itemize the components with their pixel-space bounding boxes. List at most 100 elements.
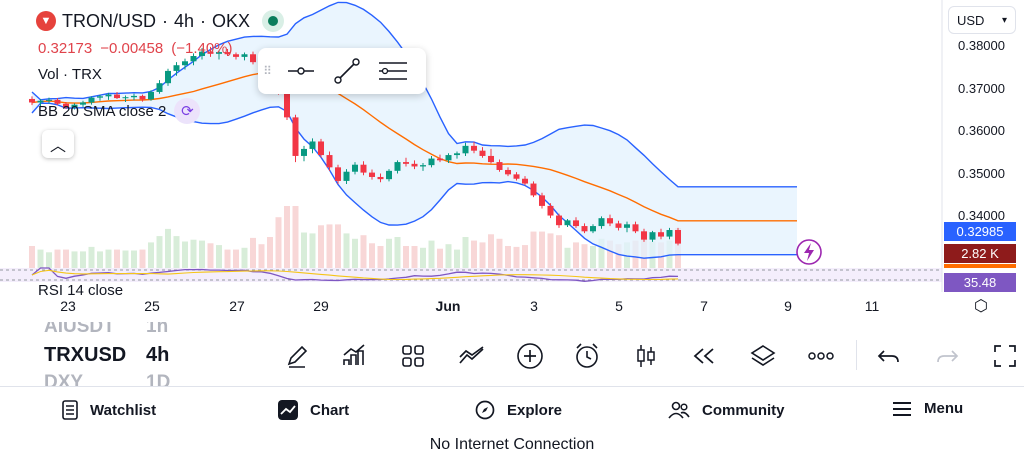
candle-body (394, 162, 401, 171)
alert-button[interactable] (572, 341, 602, 371)
candle-body (411, 163, 418, 167)
drawing-tools-button[interactable] (282, 341, 312, 371)
bottom-navigation: Watchlist Chart Explore Community Menu (0, 390, 1024, 430)
symbol-header[interactable]: ▼ TRON/USD · 4h · OKX (36, 10, 285, 32)
y-tick: 0.34000 (958, 208, 1005, 223)
interval-prev[interactable]: 1h (146, 322, 169, 337)
volume-bar (241, 247, 248, 268)
nav-community[interactable]: Community (668, 400, 785, 420)
connection-status: No Internet Connection (429, 436, 595, 453)
candle-body (122, 97, 129, 99)
rsi-indicator-label[interactable]: RSI 14 close (38, 282, 124, 299)
candle-body (173, 65, 180, 71)
volume-bar (131, 250, 137, 268)
volume-bar (411, 246, 418, 268)
watchlist-icon (62, 400, 78, 420)
volume-bar (233, 249, 239, 268)
horizontal-line-tool[interactable] (278, 48, 324, 94)
interval-current[interactable]: 4h (146, 344, 170, 366)
candle-body (377, 176, 384, 180)
volume-bar (173, 236, 180, 268)
volume-bar (165, 228, 171, 268)
trend-line-tool[interactable] (324, 48, 370, 94)
volume-bar (505, 246, 511, 268)
nav-explore[interactable]: Explore (475, 400, 562, 420)
volume-bar (581, 244, 588, 268)
volume-bar (267, 237, 273, 268)
interval-label: 4h (174, 10, 195, 31)
candle-body (46, 99, 52, 101)
candle-body (71, 104, 78, 108)
settings-lines-tool[interactable] (370, 48, 416, 94)
currency-select[interactable]: USD ▾ (948, 6, 1016, 34)
indicators-button[interactable] (339, 341, 369, 371)
chart-area[interactable]: ▼ TRON/USD · 4h · OKX 0.32173 −0.00458 (… (0, 0, 1024, 322)
interval-next[interactable]: 1D (146, 372, 171, 387)
candle-body (624, 224, 630, 228)
candle-body (131, 95, 137, 98)
volume-bar (488, 234, 494, 268)
add-button[interactable] (515, 341, 545, 371)
nav-menu[interactable]: Menu (892, 400, 963, 417)
redo-button[interactable] (932, 341, 962, 371)
nav-watchlist[interactable]: Watchlist (62, 400, 156, 420)
alarm-clock-icon (576, 343, 598, 368)
basis-price-marker (944, 264, 1016, 268)
candle-body (343, 171, 350, 181)
volume-bar (496, 238, 503, 268)
collapse-legend-button[interactable]: ︿ (42, 130, 74, 158)
rewind-icon (693, 348, 714, 364)
bollinger-indicator-label[interactable]: BB 20 SMA close 2 ⟳ (38, 98, 201, 124)
candle-body (471, 145, 477, 151)
fullscreen-button[interactable] (990, 341, 1020, 371)
volume-bar (377, 246, 384, 268)
volume-bar (573, 242, 579, 268)
chart-type-button[interactable] (631, 341, 661, 371)
candle-body (445, 155, 452, 161)
bollinger-basis-line (31, 71, 797, 222)
volume-bar (284, 206, 290, 268)
x-tick: 9 (784, 298, 792, 314)
replay-button[interactable] (689, 341, 719, 371)
candle-body (54, 99, 61, 104)
people-icon (668, 401, 690, 419)
candle-body (420, 165, 426, 167)
volume-bar (139, 249, 146, 268)
volume-bar (80, 251, 86, 268)
volume-bar (71, 251, 78, 268)
candle-body (63, 103, 69, 108)
layouts-button[interactable] (398, 341, 428, 371)
objects-tree-button[interactable] (748, 341, 778, 371)
volume-bar (462, 237, 469, 268)
compare-lines-icon (459, 346, 484, 364)
header-separator: · (162, 10, 168, 31)
symbol-prev[interactable]: AIUSDT (44, 322, 115, 337)
candle-body (352, 164, 358, 172)
volume-indicator-label[interactable]: Vol · TRX (38, 66, 102, 83)
undo-button[interactable] (874, 341, 904, 371)
gear-icon[interactable]: ⬡ (974, 298, 988, 315)
symbol-next[interactable]: DXY (44, 372, 84, 387)
volume-bar (335, 224, 341, 268)
volume-bar (318, 225, 324, 268)
candle-body (428, 158, 435, 166)
volume-bar (275, 217, 282, 268)
candle-body (496, 162, 503, 170)
x-tick: 23 (60, 298, 76, 314)
candle-body (105, 94, 112, 97)
volume-bar (97, 251, 103, 268)
compare-button[interactable] (457, 341, 487, 371)
y-tick: 0.37000 (958, 81, 1005, 96)
price-chart[interactable] (0, 0, 1024, 322)
volume-bar (63, 249, 69, 268)
price-quote: 0.32173 −0.00458 (−1.40%) (38, 40, 233, 57)
drawing-toolbar[interactable]: ⠿ (258, 48, 426, 94)
nav-chart[interactable]: Chart (278, 400, 349, 420)
candle-body (88, 97, 95, 103)
more-button[interactable] (806, 341, 836, 371)
horizontal-line-icon (288, 67, 314, 75)
candle-body (182, 61, 188, 66)
symbol-current[interactable]: TRXUSD (44, 344, 127, 366)
drag-handle-icon[interactable]: ⠿ (263, 64, 273, 78)
refresh-icon[interactable]: ⟳ (174, 98, 201, 124)
